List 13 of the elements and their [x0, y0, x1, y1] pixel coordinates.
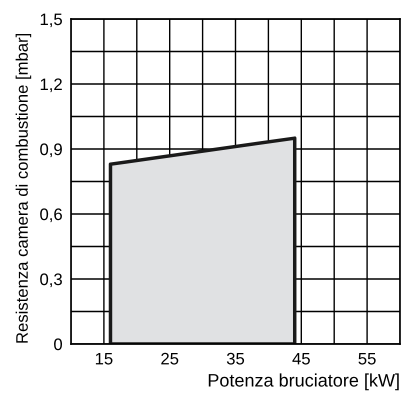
x-tick-label: 35 [226, 352, 244, 365]
x-tick-label: 25 [161, 352, 178, 365]
y-axis-title: Resistenza camera di combustione [mbar] [16, 34, 32, 343]
x-tick-label: 45 [292, 352, 310, 365]
x-axis-title: Potenza bruciatore [kW] [208, 373, 399, 390]
y-tick-label: 1,5 [40, 14, 62, 28]
y-tick-label: 0,6 [40, 208, 62, 222]
y-tick-label: 0,9 [40, 143, 62, 158]
x-tick-label: 15 [96, 352, 112, 365]
y-tick-label: 0,3 [40, 273, 62, 288]
y-tick-label: 0 [54, 338, 62, 350]
x-tick-label: 55 [358, 352, 376, 365]
y-tick-label: 1,2 [40, 78, 62, 92]
